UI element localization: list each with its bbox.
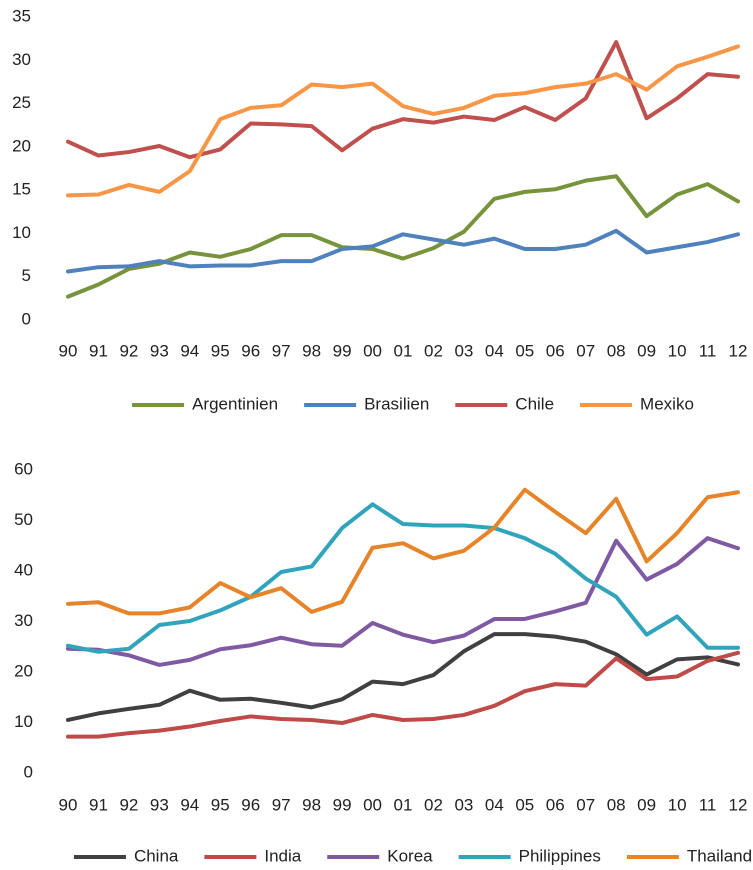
series-line — [66, 632, 740, 722]
legend-label: Philippines — [519, 846, 601, 865]
legend-label: Korea — [387, 846, 433, 865]
x-tick-label: 01 — [394, 341, 413, 360]
x-tick-label: 97 — [272, 341, 291, 360]
x-tick-label: 00 — [363, 341, 382, 360]
series-line — [66, 44, 740, 198]
series-line — [66, 40, 740, 160]
y-tick-label: 5 — [22, 266, 31, 285]
x-tick-label: 02 — [424, 341, 443, 360]
x-tick-label: 90 — [59, 795, 78, 814]
x-tick-label: 91 — [89, 341, 108, 360]
x-tick-label: 06 — [546, 341, 565, 360]
series-line — [66, 650, 740, 739]
y-tick-label: 10 — [14, 712, 33, 731]
y-tick-label: 25 — [12, 93, 31, 112]
y-tick-label: 30 — [12, 50, 31, 69]
x-tick-label: 09 — [637, 795, 656, 814]
x-tick-label: 90 — [59, 341, 78, 360]
series-line — [66, 536, 740, 667]
x-tick-label: 10 — [668, 341, 687, 360]
y-tick-label: 10 — [12, 223, 31, 242]
x-tick-label: 12 — [729, 795, 748, 814]
x-tick-label: 03 — [454, 341, 473, 360]
x-tick-label: 95 — [211, 795, 230, 814]
series-line — [66, 228, 740, 274]
x-tick-label: 97 — [272, 795, 291, 814]
y-tick-label: 0 — [24, 762, 33, 781]
x-tick-label: 05 — [515, 795, 534, 814]
x-tick-label: 98 — [302, 341, 321, 360]
x-tick-label: 04 — [485, 341, 504, 360]
x-tick-label: 92 — [119, 795, 138, 814]
y-tick-label: 20 — [14, 661, 33, 680]
y-tick-label: 0 — [22, 309, 31, 328]
x-tick-label: 07 — [576, 341, 595, 360]
y-tick-label: 20 — [12, 136, 31, 155]
y-tick-label: 50 — [14, 510, 33, 529]
x-tick-label: 03 — [454, 795, 473, 814]
legend-label: Brasilien — [364, 394, 429, 413]
x-tick-label: 06 — [546, 795, 565, 814]
x-tick-label: 91 — [89, 795, 108, 814]
y-tick-label: 30 — [14, 611, 33, 630]
x-tick-label: 99 — [333, 341, 352, 360]
x-tick-label: 12 — [729, 341, 748, 360]
x-tick-label: 11 — [699, 795, 717, 814]
x-tick-label: 93 — [150, 795, 169, 814]
y-tick-label: 40 — [14, 560, 33, 579]
legend-label: Thailand — [687, 846, 752, 865]
series-line — [66, 174, 740, 299]
x-tick-label: 99 — [333, 795, 352, 814]
x-tick-label: 00 — [363, 795, 382, 814]
y-tick-label: 35 — [12, 6, 31, 25]
x-tick-label: 93 — [150, 341, 169, 360]
series-line — [66, 487, 740, 616]
x-tick-label: 08 — [607, 795, 626, 814]
x-tick-label: 07 — [576, 795, 595, 814]
x-tick-label: 95 — [211, 341, 230, 360]
x-tick-label: 98 — [302, 795, 321, 814]
y-tick-label: 15 — [12, 180, 31, 199]
x-tick-label: 05 — [515, 341, 534, 360]
x-tick-label: 08 — [607, 341, 626, 360]
legend-label: India — [264, 846, 301, 865]
x-tick-label: 94 — [180, 795, 199, 814]
x-tick-label: 01 — [394, 795, 413, 814]
x-tick-label: 96 — [241, 341, 260, 360]
y-tick-label: 60 — [14, 459, 33, 478]
x-tick-label: 92 — [119, 341, 138, 360]
x-tick-label: 09 — [637, 341, 656, 360]
x-tick-label: 96 — [241, 795, 260, 814]
x-tick-label: 02 — [424, 795, 443, 814]
x-tick-label: 11 — [699, 341, 717, 360]
legend-label: Mexiko — [640, 394, 694, 413]
x-tick-label: 10 — [668, 795, 687, 814]
legend-label: China — [134, 846, 179, 865]
series-line — [66, 502, 740, 654]
legend-label: Argentinien — [192, 394, 278, 413]
legend-label: Chile — [515, 394, 554, 413]
x-tick-label: 04 — [485, 795, 504, 814]
x-tick-label: 94 — [180, 341, 199, 360]
